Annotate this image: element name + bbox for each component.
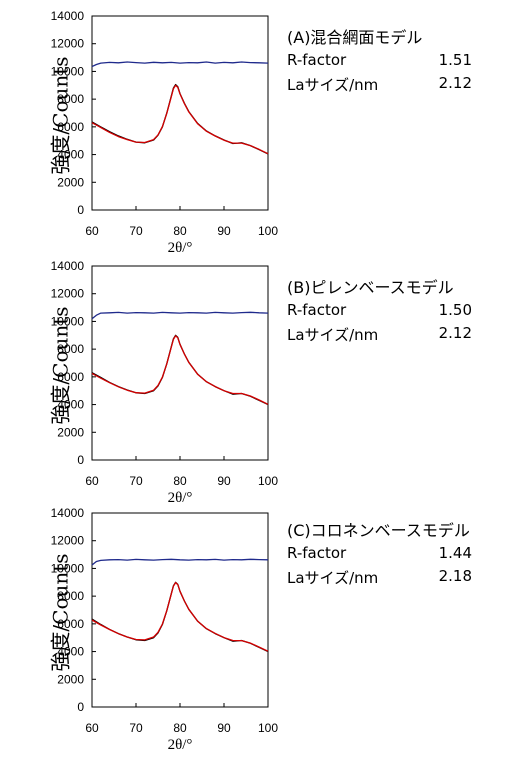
y-tick-label: 14000 <box>51 259 85 273</box>
x-axis-label: 2θ/° <box>167 737 193 753</box>
stat-value: 2.18 <box>438 567 472 585</box>
y-tick-label: 4000 <box>57 645 84 659</box>
x-tick-label: 70 <box>129 474 143 488</box>
chart-panel: 0 2000 4000 6000 8000 10000 12000 14000 60 70 80 90… <box>0 250 506 506</box>
stat-label: Laサイズ/nm <box>287 326 379 344</box>
y-tick-label: 8000 <box>57 589 84 603</box>
series-line <box>91 335 269 405</box>
series-line <box>91 84 269 155</box>
stat-value: 1.50 <box>438 301 472 319</box>
x-tick-label: 90 <box>217 721 231 735</box>
y-tick-label: 2000 <box>57 175 84 189</box>
x-tick-label: 100 <box>258 224 278 238</box>
plot-frame <box>91 512 269 708</box>
stat-label: Laサイズ/nm <box>287 76 379 94</box>
y-tick-label: 2000 <box>57 425 84 439</box>
stat-label: R-factor <box>287 301 347 319</box>
x-axis-label: 2θ/° <box>167 240 193 256</box>
x-tick-label: 60 <box>85 224 99 238</box>
y-tick-label: 4000 <box>57 398 84 412</box>
series-line <box>91 558 269 566</box>
x-tick-label: 100 <box>258 721 278 735</box>
y-tick-label: 6000 <box>57 120 84 134</box>
stat-row: R-factor 1.44 <box>287 544 472 564</box>
stat-row: R-factor 1.51 <box>287 51 472 71</box>
y-tick-label: 4000 <box>57 148 84 162</box>
series-line <box>91 61 269 68</box>
x-tick-label: 90 <box>217 224 231 238</box>
y-tick-label: 10000 <box>51 314 85 328</box>
y-tick-label: 10000 <box>51 64 85 78</box>
y-tick-label: 8000 <box>57 92 84 106</box>
y-axis-label-text: 強度/Counts <box>48 553 73 672</box>
y-axis-label-text: 強度/Counts <box>48 56 73 175</box>
x-tick-label: 70 <box>129 721 143 735</box>
chart-panel: 0 2000 4000 6000 8000 10000 12000 14000 60 70 80 90… <box>0 0 506 256</box>
stat-label: Laサイズ/nm <box>287 569 379 587</box>
y-tick-label: 14000 <box>51 9 85 23</box>
plot-frame <box>91 15 269 211</box>
chart-svg: 0 2000 4000 6000 8000 10000 12000 14000 60 70 80 90… <box>51 9 279 238</box>
y-tick-label: 6000 <box>57 370 84 384</box>
plot-frame <box>91 265 269 461</box>
chart-svg: 0 2000 4000 6000 8000 10000 12000 14000 60 70 80 90… <box>51 506 279 735</box>
stat-value: 1.44 <box>438 544 472 562</box>
model-title: (A)混合網面モデル <box>287 28 423 47</box>
y-axis-label: 強度/Counts <box>0 553 73 671</box>
stat-row: Laサイズ/nm 2.12 <box>287 324 472 344</box>
y-tick-label: 12000 <box>51 37 85 51</box>
x-tick-label: 60 <box>85 721 99 735</box>
x-tick-label: 70 <box>129 224 143 238</box>
y-tick-label: 2000 <box>57 672 84 686</box>
stat-value: 1.51 <box>438 51 472 69</box>
chart-svg: 0 2000 4000 6000 8000 10000 12000 14000 60 70 80 90… <box>51 259 279 488</box>
y-tick-label: 0 <box>77 700 84 714</box>
y-tick-label: 6000 <box>57 617 84 631</box>
stat-label: R-factor <box>287 51 347 69</box>
stat-row: Laサイズ/nm 2.12 <box>287 74 472 94</box>
y-axis-label: 強度/Counts <box>0 306 73 424</box>
x-tick-label: 90 <box>217 474 231 488</box>
x-tick-label: 100 <box>258 474 278 488</box>
y-tick-label: 12000 <box>51 287 85 301</box>
y-axis-label-text: 強度/Counts <box>48 306 73 425</box>
model-title: (C)コロネンベースモデル <box>287 521 470 540</box>
stat-value: 2.12 <box>438 324 472 342</box>
series-line <box>91 581 269 652</box>
y-tick-label: 10000 <box>51 561 85 575</box>
x-tick-label: 60 <box>85 474 99 488</box>
series-line <box>91 311 269 320</box>
y-tick-label: 8000 <box>57 342 84 356</box>
stat-label: R-factor <box>287 544 347 562</box>
chart-panel: 0 2000 4000 6000 8000 10000 12000 14000 60 70 80 90… <box>0 497 506 753</box>
x-tick-label: 80 <box>173 721 187 735</box>
y-tick-label: 12000 <box>51 534 85 548</box>
stat-row: Laサイズ/nm 2.18 <box>287 567 472 587</box>
y-tick-label: 0 <box>77 203 84 217</box>
y-tick-label: 14000 <box>51 506 85 520</box>
model-title: (B)ピレンベースモデル <box>287 278 454 297</box>
x-tick-label: 80 <box>173 474 187 488</box>
stat-value: 2.12 <box>438 74 472 92</box>
x-axis-label: 2θ/° <box>167 490 193 506</box>
x-tick-label: 80 <box>173 224 187 238</box>
y-axis-label: 強度/Counts <box>0 56 73 174</box>
y-tick-label: 0 <box>77 453 84 467</box>
stat-row: R-factor 1.50 <box>287 301 472 321</box>
